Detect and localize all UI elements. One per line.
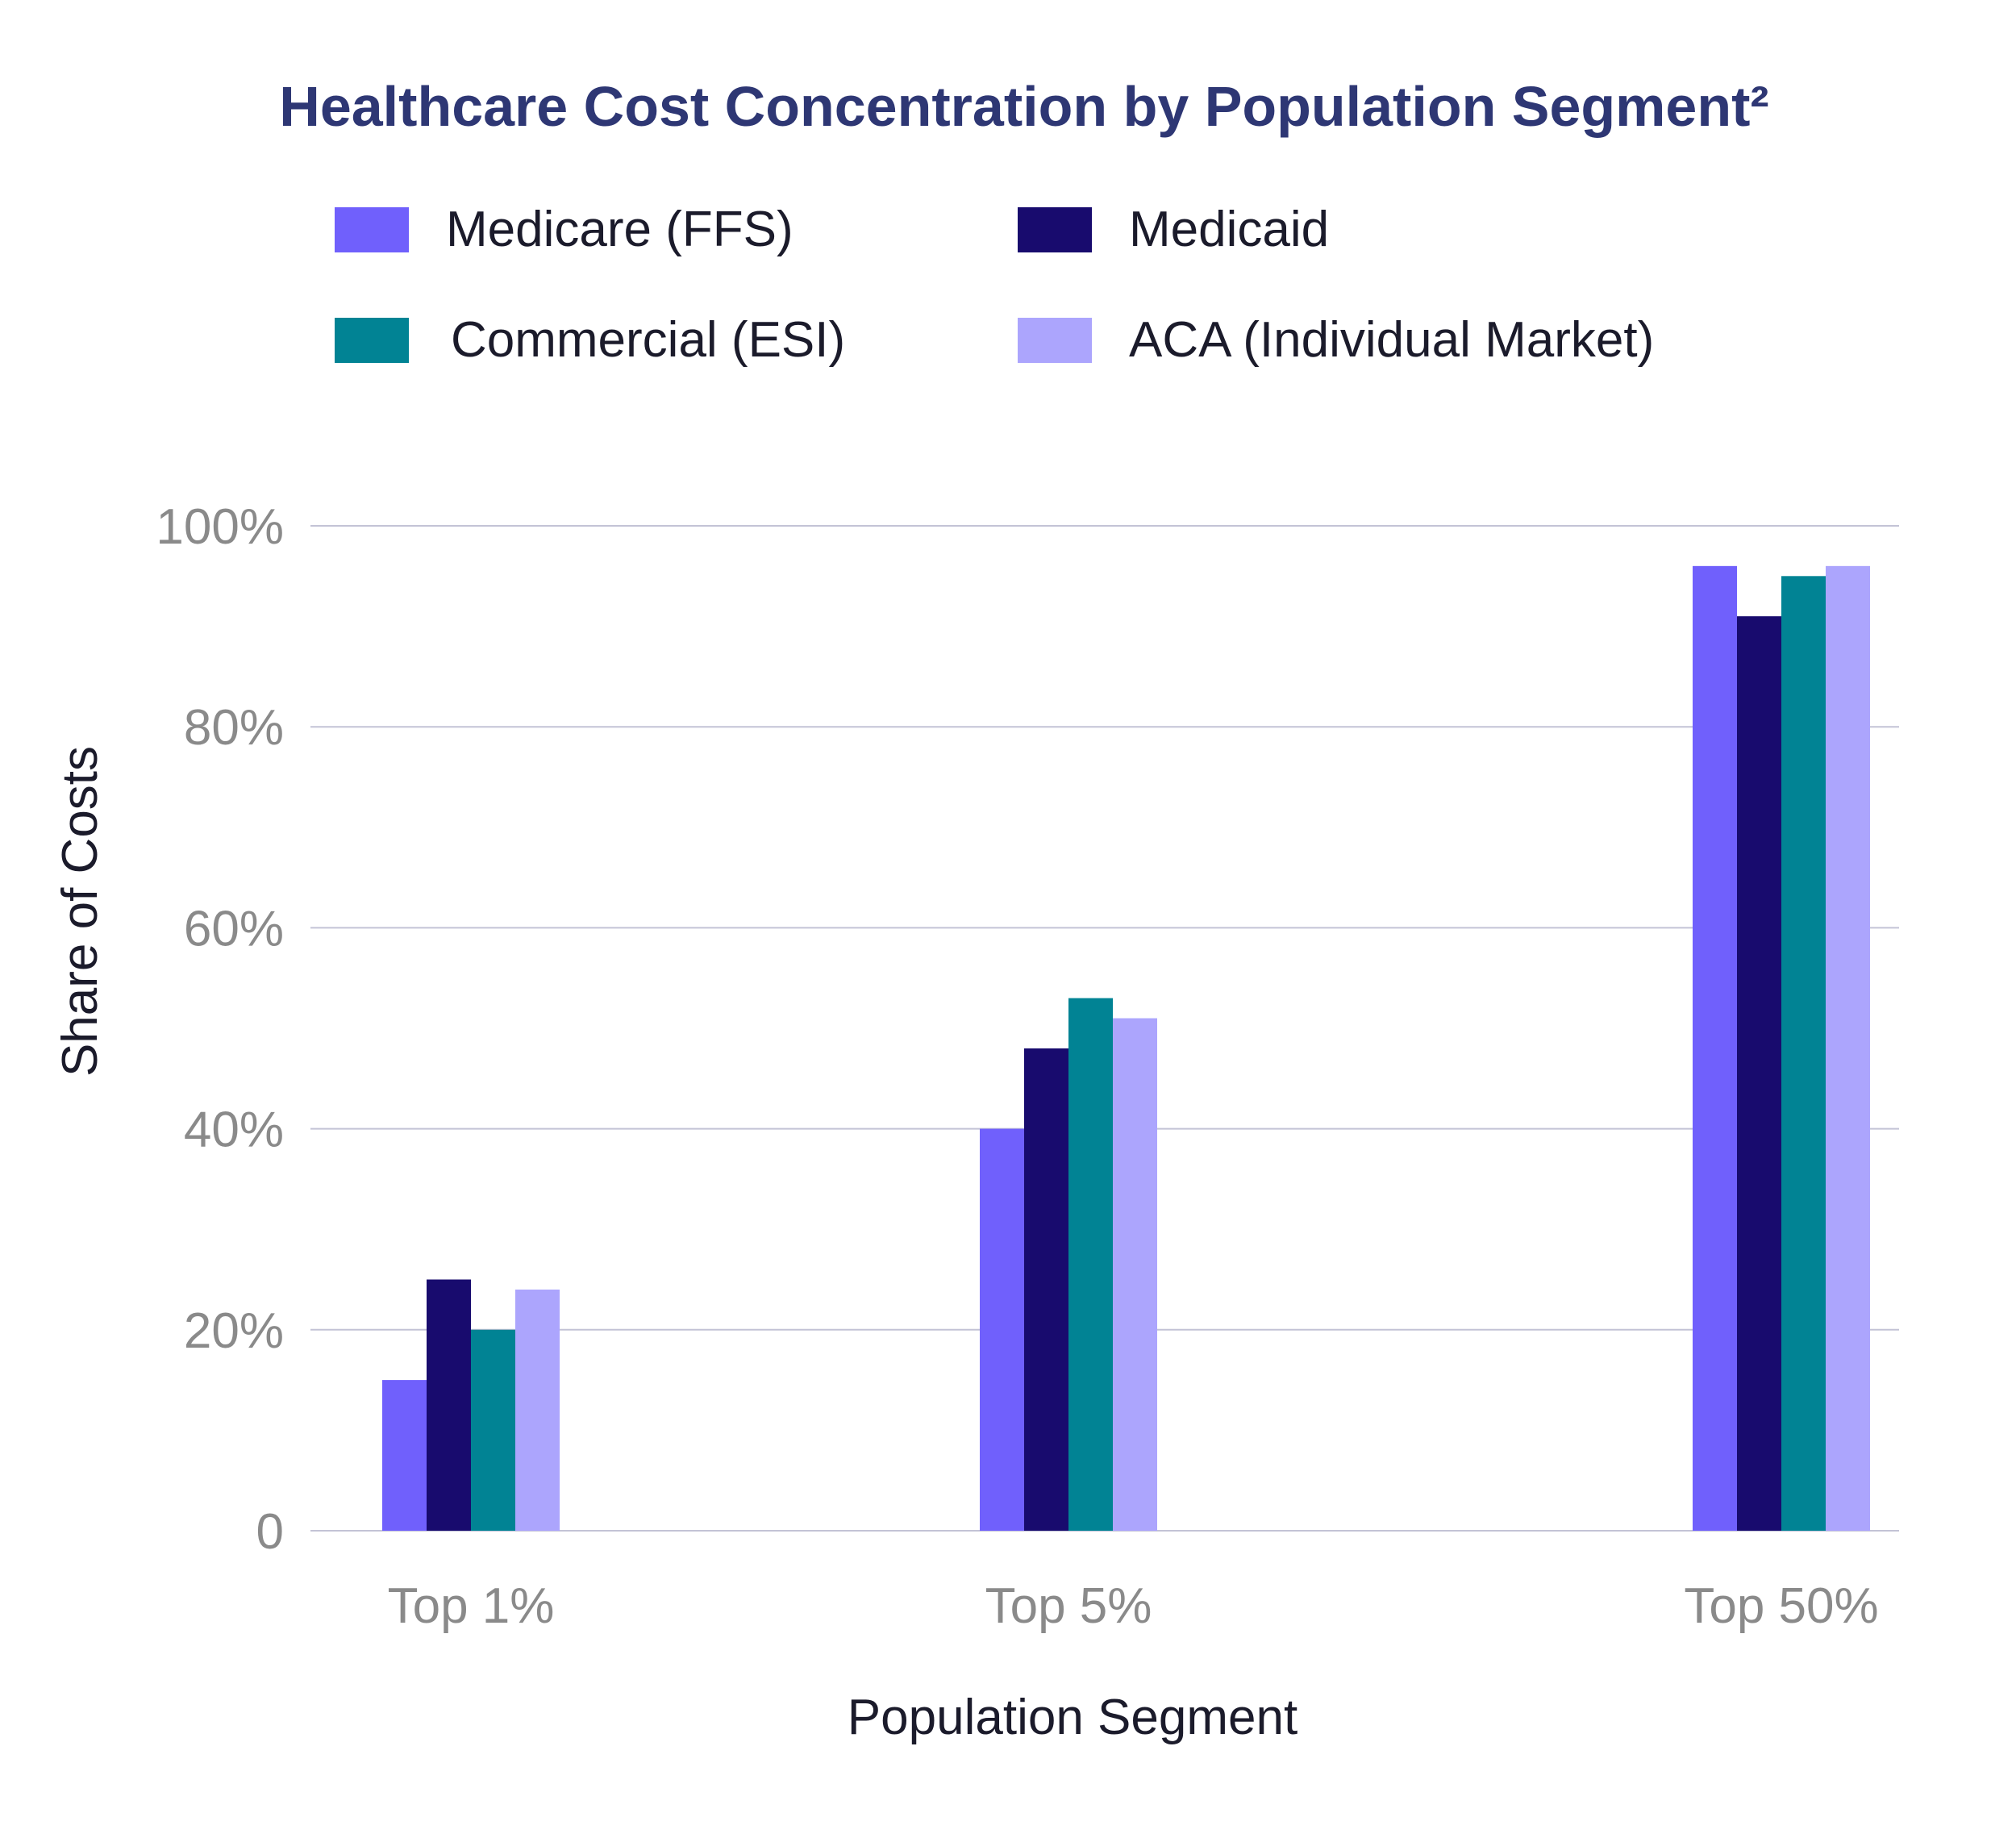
y-tick-label: 0 <box>256 1504 284 1560</box>
y-tick-label: 100% <box>156 499 284 555</box>
bar <box>1737 616 1781 1531</box>
x-axis-ticks: Top 1% Top 5% Top 50% <box>388 1578 1879 1634</box>
bar <box>1781 576 1826 1531</box>
bar <box>1826 565 1870 1531</box>
legend-swatch-medicaid <box>1018 207 1092 252</box>
bar <box>1068 998 1113 1531</box>
y-tick-label: 80% <box>184 700 284 756</box>
legend-label-aca: ACA (Individual Market) <box>1129 312 1655 368</box>
bar <box>1113 1018 1157 1531</box>
y-axis-ticks: 0 20% 40% 60% 80% 100% <box>156 499 284 1560</box>
bar <box>515 1289 560 1531</box>
y-tick-label: 40% <box>184 1102 284 1158</box>
legend-label-medicare: Medicare (FFS) <box>446 202 793 257</box>
x-tick-label: Top 5% <box>985 1578 1152 1634</box>
y-axis-label: Share of Costs <box>52 746 108 1077</box>
legend-label-medicaid: Medicaid <box>1129 202 1330 257</box>
bar <box>1693 565 1737 1531</box>
bars <box>382 565 1870 1531</box>
chart-title: Healthcare Cost Concentration by Populat… <box>279 75 1768 138</box>
x-tick-label: Top 50% <box>1684 1578 1878 1634</box>
legend-swatch-commercial <box>335 318 409 363</box>
x-tick-label: Top 1% <box>388 1578 555 1634</box>
x-axis-label: Population Segment <box>848 1690 1297 1745</box>
y-tick-label: 60% <box>184 901 284 957</box>
legend-label-commercial: Commercial (ESI) <box>451 312 846 368</box>
bar <box>382 1380 427 1531</box>
legend-swatch-medicare <box>335 207 409 252</box>
bar <box>471 1329 515 1531</box>
legend-swatch-aca <box>1018 318 1092 363</box>
bar <box>1024 1048 1068 1531</box>
bar <box>427 1279 471 1531</box>
y-tick-label: 20% <box>184 1303 284 1359</box>
bar <box>980 1128 1024 1531</box>
